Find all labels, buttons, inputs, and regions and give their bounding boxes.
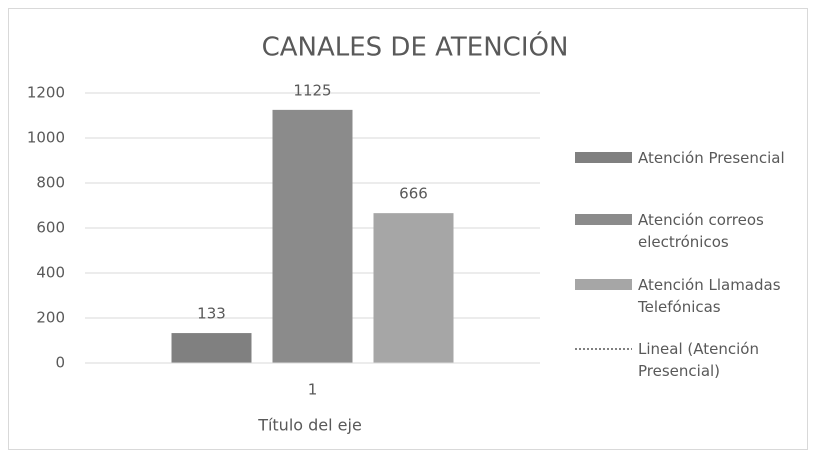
x-axis-title: Título del eje	[257, 416, 362, 435]
bar	[272, 109, 353, 363]
legend-label: Atención correos electrónicos	[638, 211, 764, 251]
y-tick-label: 800	[36, 174, 65, 192]
y-tick-label: 0	[55, 354, 65, 372]
legend-label: Atención Presencial	[638, 149, 785, 167]
y-tick-label: 1000	[27, 129, 65, 147]
legend-label: Lineal (Atención Presencial)	[638, 340, 759, 380]
bar	[171, 333, 252, 363]
y-tick-label: 1200	[27, 84, 65, 102]
legend-swatch	[575, 279, 632, 290]
legend-swatch	[575, 214, 632, 225]
legend-label: Atención Llamadas Telefónicas	[638, 276, 781, 316]
y-tick-label: 200	[36, 309, 65, 327]
y-tick-label: 600	[36, 219, 65, 237]
data-label: 666	[399, 185, 428, 203]
bar	[373, 213, 454, 363]
legend-swatch	[575, 152, 632, 163]
x-tick-label: 1	[308, 381, 318, 399]
data-label: 133	[197, 305, 226, 323]
data-label: 1125	[293, 81, 331, 99]
y-tick-label: 400	[36, 264, 65, 282]
chart-title: CANALES DE ATENCIÓN	[262, 31, 569, 63]
